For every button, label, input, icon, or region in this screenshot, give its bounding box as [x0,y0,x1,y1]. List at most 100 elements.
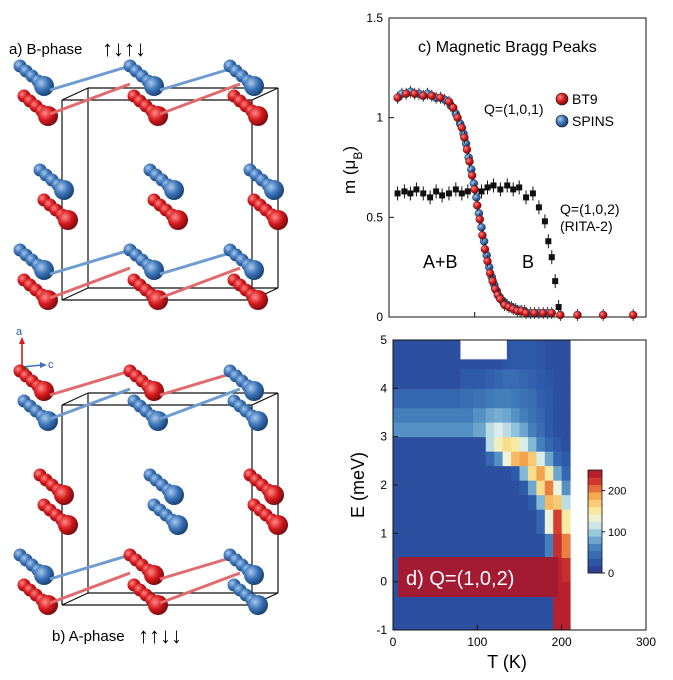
heatmap-cell [485,388,495,409]
heatmap-cell [443,407,461,423]
heatmap-cell [511,465,520,481]
heatmap-cell [443,465,461,481]
interlayer-bond [49,64,131,92]
colorbar-segment [588,536,602,544]
atom-blue [148,411,168,431]
atom-blue [164,180,184,200]
chart-d-ylabel: E (meV) [348,452,368,518]
heatmap-cell [561,340,571,370]
colorbar: 0 100 200 [587,469,626,580]
heatmap-cell [443,388,461,409]
colorbar-segment [588,528,602,537]
rita-point [401,188,408,195]
atom-red [58,515,78,535]
heatmap-cell [511,422,520,438]
atom-blue [144,76,164,96]
heatmap-cell [544,451,554,467]
heatmap-cell [561,480,571,496]
heatmap-cell [544,480,554,496]
spin-chain [223,243,264,280]
rita-point [407,190,414,197]
heatmap-cell [561,533,571,558]
q102-annotation: Q=(1,0,2) [560,201,620,217]
rita-point [439,192,446,199]
heatmap-cell [544,369,554,389]
spin-chain [223,59,264,96]
crystal-structure-b-phase [13,59,288,310]
colorbar-segment [588,470,602,478]
heatmap-cell [536,388,546,409]
spin-chain [143,468,184,505]
atom-red [148,106,168,126]
atom-red [268,515,288,535]
heatmap-cell [527,436,537,452]
chart-c-points [393,85,638,322]
heatmap-cell [519,494,529,510]
spin-chain [127,89,168,126]
heatmap-cell [553,369,563,389]
heatmap-cell [527,422,537,438]
heatmap-cell [473,494,487,510]
colorbar-segment [588,514,602,522]
atom-blue [38,411,58,431]
interlayer-bond [49,571,131,605]
rita-point [552,278,559,285]
heatmap-cell [536,480,546,496]
heatmap-blank [460,340,507,360]
bt9-point [427,91,437,100]
bt9-point [521,308,531,318]
heatmap-cell [443,451,461,467]
q101-annotation: Q=(1,0,1) [484,101,544,117]
heatmap-cell [527,509,537,534]
atom-red [268,210,288,230]
heatmap-cell [553,494,563,510]
heatmap-cell [485,436,495,452]
x-tick-label: 100 [467,635,487,649]
heatmap-cell [494,533,504,558]
spin-chain [147,193,188,230]
heatmap-cell [485,369,495,389]
colorbar-segment [588,506,602,515]
spin-chain [13,243,54,280]
bt9-point [485,268,495,278]
rita-point [478,188,485,195]
spin-chain [223,548,264,585]
rita-point [548,254,555,261]
heatmap-cell [561,407,571,423]
heatmap-cell [502,422,512,438]
bt9-point [530,308,539,318]
colorbar-frame [587,469,603,574]
heatmap-cell [502,436,512,452]
heatmap-cell [519,369,529,389]
heatmap-cell [553,422,563,438]
heatmap-cell [443,436,461,452]
heatmap-cell [473,533,487,558]
rita-point [394,190,401,197]
heatmap-cell [544,465,554,481]
heatmap-cell [494,369,504,389]
unit-cell-edge [61,392,89,406]
heatmap-cell [561,557,571,583]
heatmap-cell [393,533,445,558]
y-tick-label: 0 [380,575,387,589]
heatmap-cell [494,407,504,423]
atom-red [54,485,74,505]
legend-bt9-label: BT9 [572,91,598,107]
legend-bt9-marker [555,92,569,106]
heatmap-cell [460,388,474,409]
heatmap-cell [494,422,504,438]
heatmap-cell [527,533,537,558]
unit-cell-edge [251,392,279,406]
y-tick-label: 2 [380,478,387,492]
rita-point [555,304,562,311]
heatmap-cell [561,581,571,607]
spin-chain [227,394,268,431]
atom-blue [164,485,184,505]
a-axis-arrowhead [19,337,25,344]
heatmap-cell [494,509,504,534]
heatmap-cell [393,480,445,496]
heatmap-cell [443,605,461,631]
heatmap-cell [485,422,495,438]
bt9-point [556,310,565,320]
panel-b-spins: ↑↑↓↓ [138,623,182,648]
